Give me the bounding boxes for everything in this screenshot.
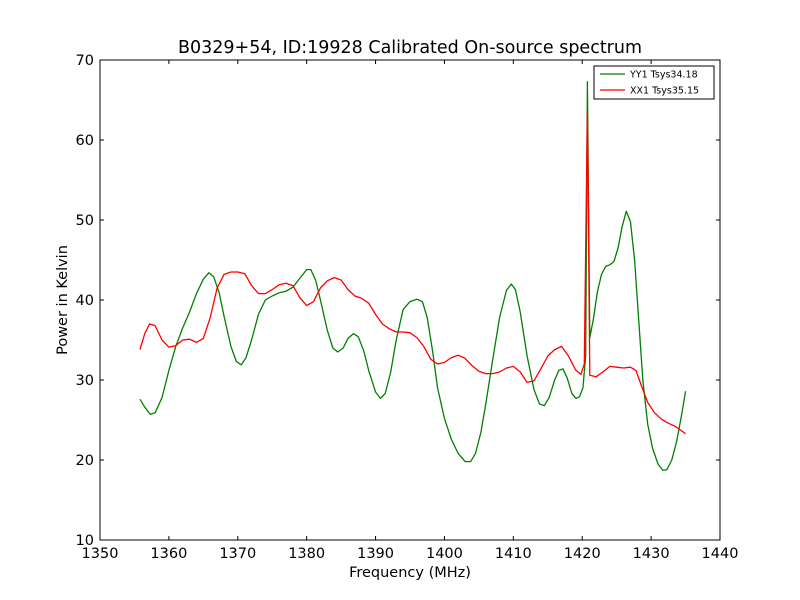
series-line-yy1 xyxy=(139,80,687,472)
x-tick-label: 1410 xyxy=(495,546,532,562)
y-tick-label: 50 xyxy=(76,213,94,229)
legend-label-xx1: XX1 Tsys35.15 xyxy=(630,86,699,97)
y-tick-label: 30 xyxy=(76,373,94,389)
x-axis: 1350 1360 1370 1380 1390 1400 1410 1420 1430 1440 xyxy=(82,60,739,562)
x-tick-label: 1360 xyxy=(150,546,187,562)
x-axis-label: Frequency (MHz) xyxy=(349,565,471,581)
chart-title: B0329+54, ID:19928 Calibrated On-source … xyxy=(178,38,642,58)
y-tick-label: 60 xyxy=(76,133,94,149)
legend-label-yy1: YY1 Tsys34.18 xyxy=(629,70,698,81)
x-tick-label: 1400 xyxy=(426,546,463,562)
plot-lines xyxy=(139,80,687,472)
y-axis-label: Power in Kelvin xyxy=(55,245,71,355)
x-tick-label: 1390 xyxy=(357,546,394,562)
y-tick-label: 40 xyxy=(76,293,94,309)
y-tick-label: 70 xyxy=(76,53,94,69)
x-tick-label: 1430 xyxy=(633,546,670,562)
x-tick-label: 1380 xyxy=(288,546,325,562)
y-tick-label: 10 xyxy=(76,533,94,549)
y-tick-label: 20 xyxy=(76,453,94,469)
legend: YY1 Tsys34.18 XX1 Tsys35.15 xyxy=(593,65,715,100)
y-axis: 10 20 30 40 50 60 70 xyxy=(76,53,720,549)
x-tick-label: 1420 xyxy=(564,546,601,562)
legend-box xyxy=(593,65,715,100)
series-line-xx1 xyxy=(139,108,686,435)
x-tick-label: 1370 xyxy=(219,546,256,562)
x-tick-label: 1440 xyxy=(702,546,739,562)
x-tick-label: 1350 xyxy=(82,546,119,562)
